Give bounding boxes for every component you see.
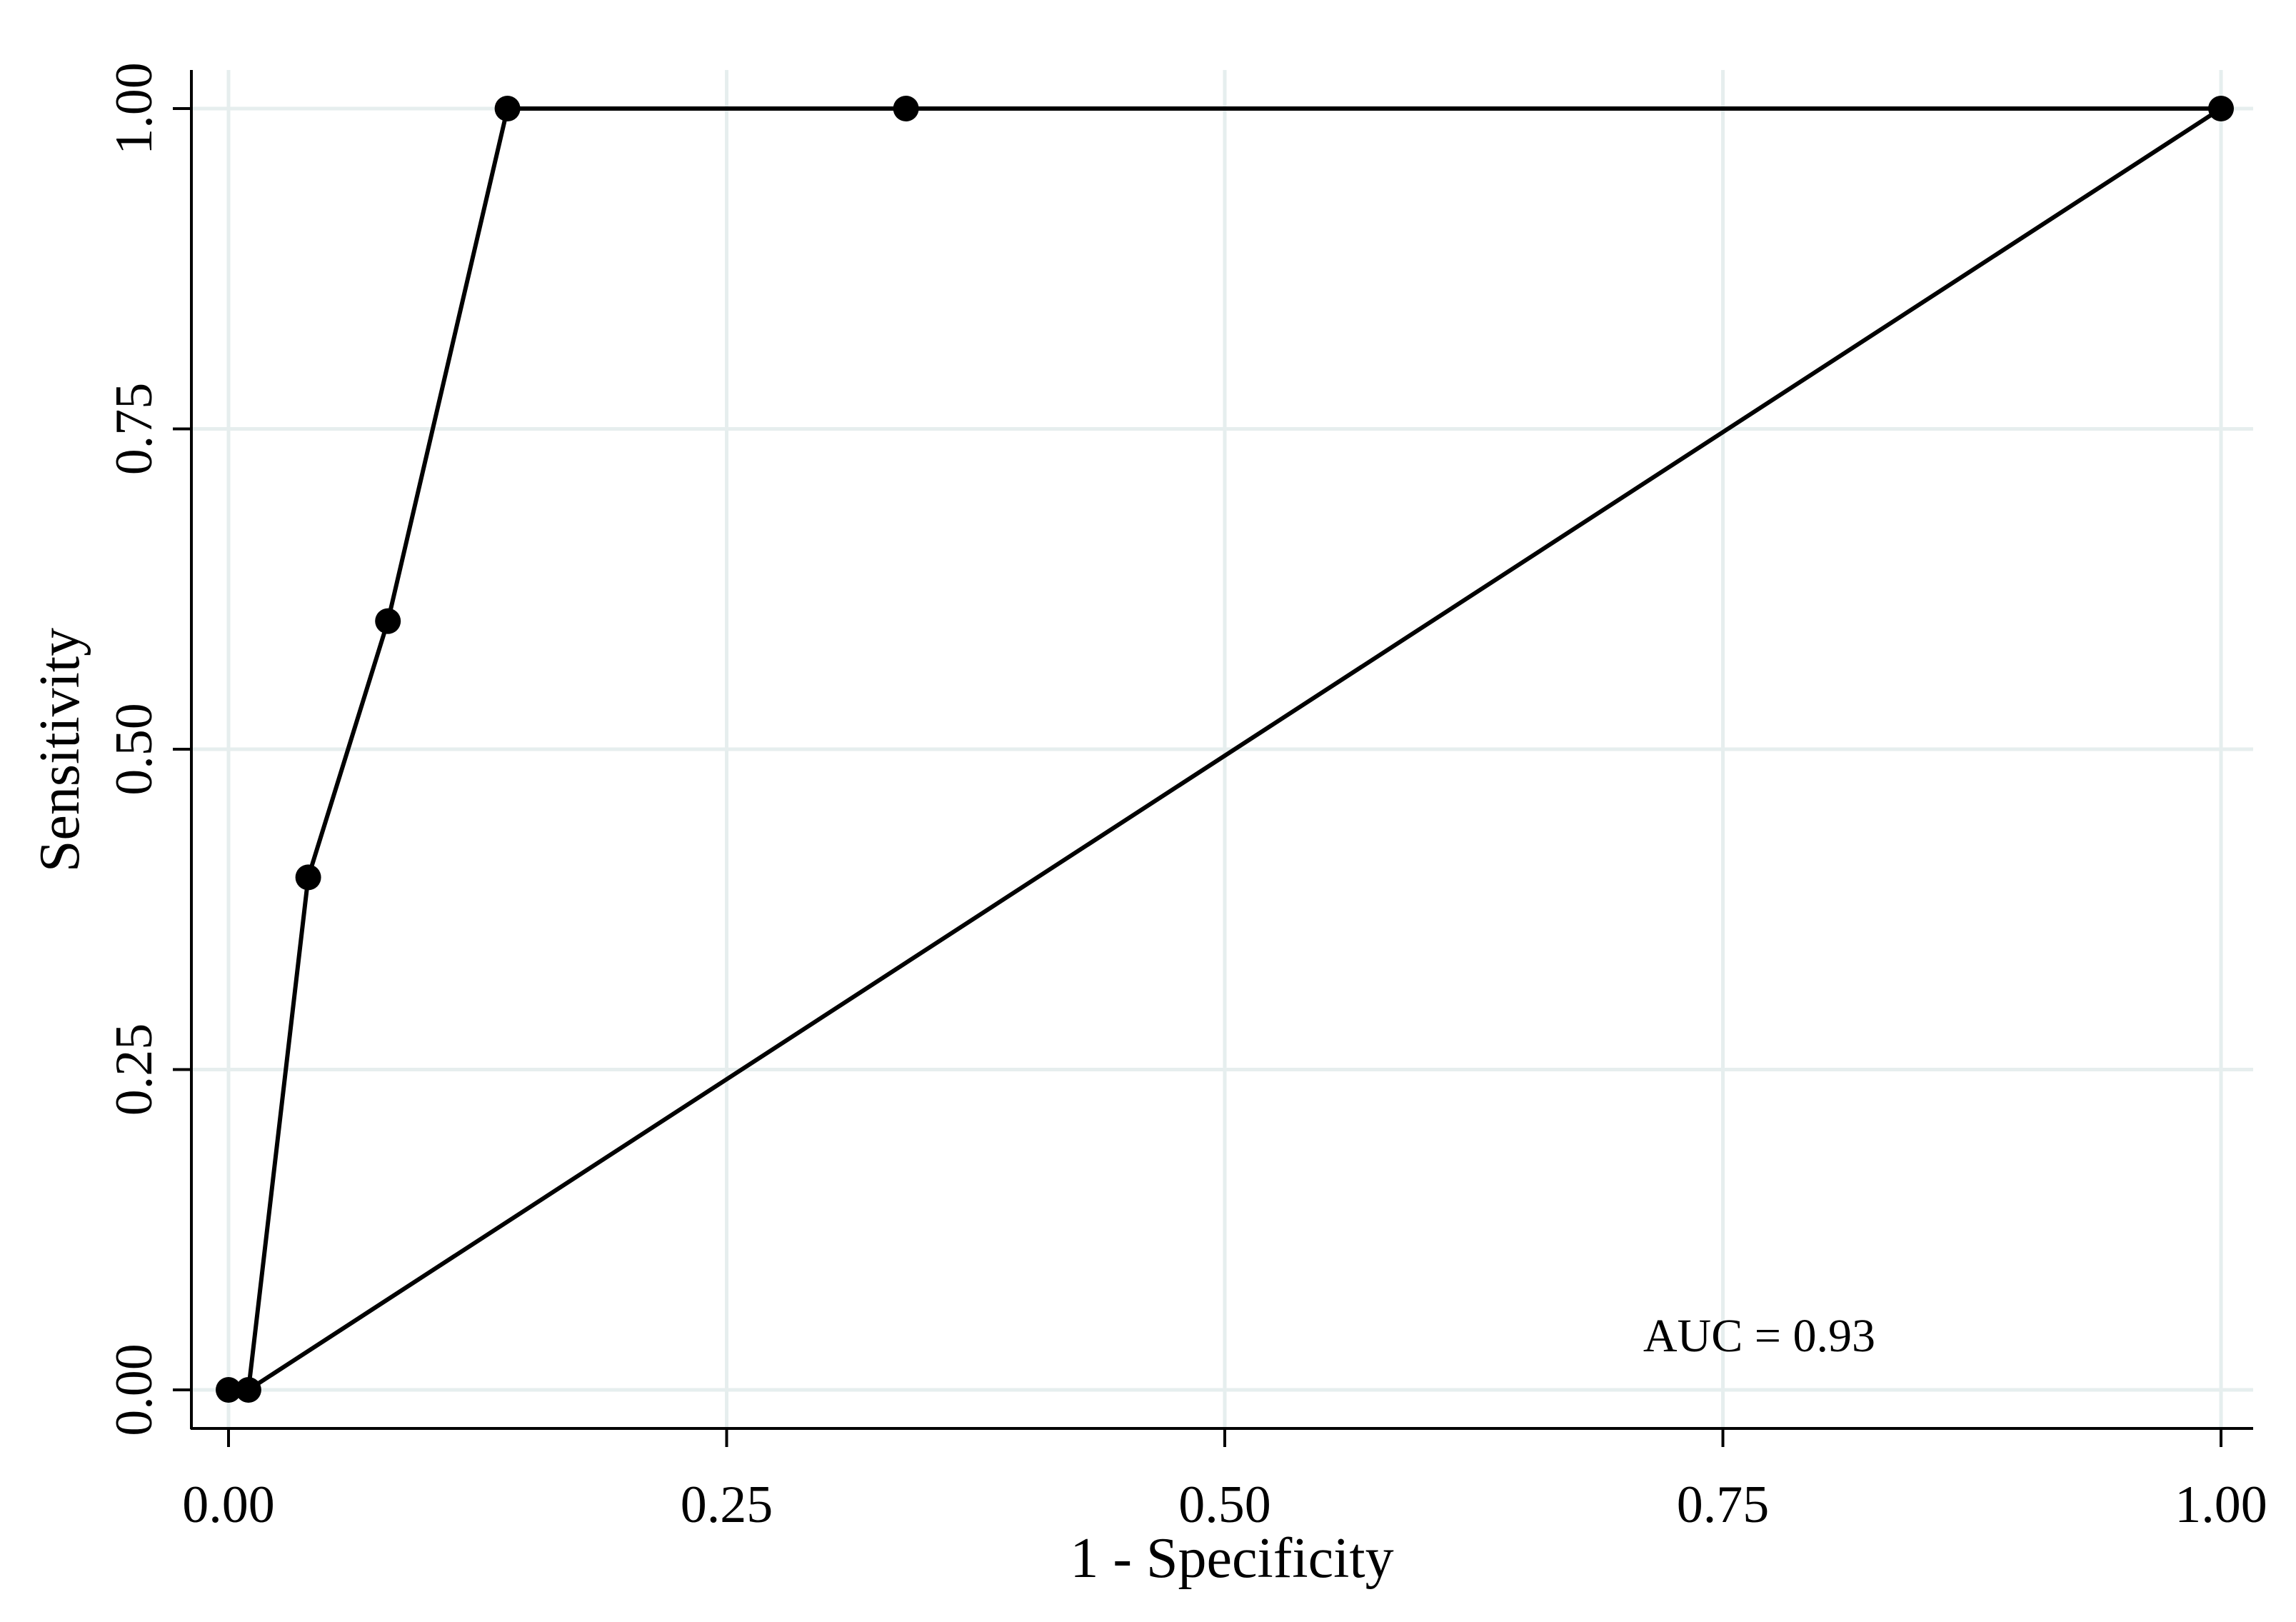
y-axis-title: Sensitivity [29,628,91,872]
x-tick-label: 0.75 [1677,1476,1770,1534]
roc-point-marker [494,96,521,121]
x-tick-label: 0.25 [681,1476,773,1534]
y-tick-label: 0.75 [105,383,164,476]
x-axis-title: 1 - Specificity [1070,1527,1393,1590]
auc-annotation: AUC = 0.93 [1643,1310,1875,1362]
x-tick-label: 0.00 [182,1476,275,1534]
roc-point-marker [375,608,401,634]
axes [173,70,2253,1447]
y-tick-label: 0.50 [105,703,164,796]
labels: 0.00 0.25 0.50 0.75 1.00 0.00 0.25 0.50 0.75 1.00… [29,62,2267,1590]
x-tick-label: 0.50 [1178,1476,1271,1534]
roc-point-marker [893,96,919,121]
y-tick-label: 0.00 [105,1343,164,1436]
reference-diagonal-line [247,106,2222,1392]
roc-point-marker [295,864,321,891]
x-tick-label: 1.00 [2175,1476,2267,1534]
y-tick-label: 1.00 [105,62,164,155]
y-tick-label: 0.25 [105,1023,164,1116]
roc-point-marker [216,1377,241,1403]
plot-series [216,96,2234,1403]
